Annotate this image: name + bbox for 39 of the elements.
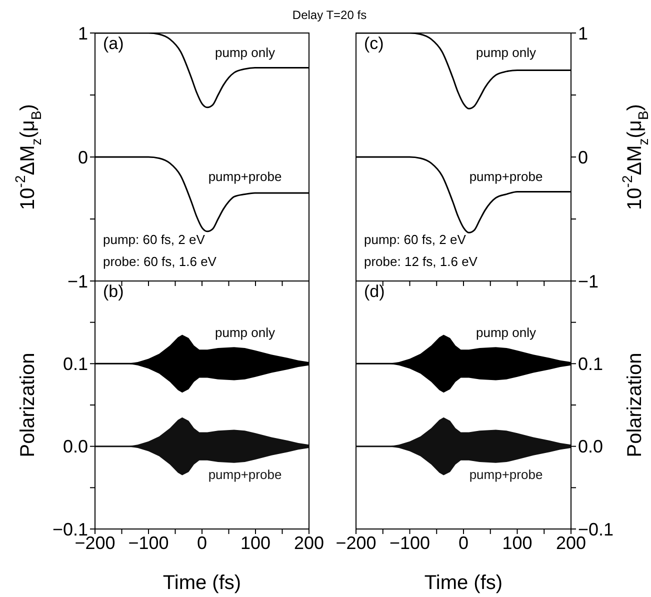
x-tick-label: 0 [458,532,469,553]
annotation: pump: 60 fs, 2 eV [103,231,205,249]
annotation: (b) [103,282,124,301]
annotation: (d) [364,282,385,301]
series-label: pump only [215,324,275,342]
y-tick-label: −1 [578,271,599,292]
y-tick-label: 1 [78,23,88,44]
y-tick-label: 0 [578,147,588,168]
x-tick-label: 100 [502,532,532,553]
annotation: (c) [364,34,384,53]
x-tick-label: −100 [389,532,430,553]
annotation: probe: 12 fs, 1.6 eV [364,253,478,271]
y-tick-label: 0.1 [578,354,604,374]
x-tick-label: −200 [336,532,376,553]
series-label: pump only [476,324,536,342]
series-label: pump+probe [208,168,282,186]
y-tick-label: 0.0 [62,436,88,457]
x-axis-title: Time (fs) [162,572,242,594]
series-label: pump only [215,44,275,62]
x-tick-label: 200 [294,532,324,553]
chart-title: Delay T=20 fs [291,8,368,22]
y-axis-title: Polarization [624,352,646,458]
y-tick-label: 0.0 [578,436,604,457]
y-tick-label: 0 [78,147,88,168]
y-axis-title: Polarization [17,352,39,458]
series-label: pump+probe [469,466,543,484]
x-axis-title: Time (fs) [424,572,503,594]
y-tick-label: 1 [578,23,588,44]
series-label: pump only [476,44,536,62]
y-tick-label: −1 [67,271,88,292]
series-label: pump+probe [469,168,543,186]
annotation: probe: 60 fs, 1.6 eV [103,253,216,271]
y-tick-label: 0.1 [62,354,88,374]
annotation: pump: 60 fs, 2 eV [364,231,466,249]
x-tick-label: 0 [196,532,208,553]
annotation: (a) [103,34,124,53]
x-tick-label: 100 [240,532,271,553]
series-label: pump+probe [208,466,282,484]
x-tick-label: −100 [128,532,169,553]
